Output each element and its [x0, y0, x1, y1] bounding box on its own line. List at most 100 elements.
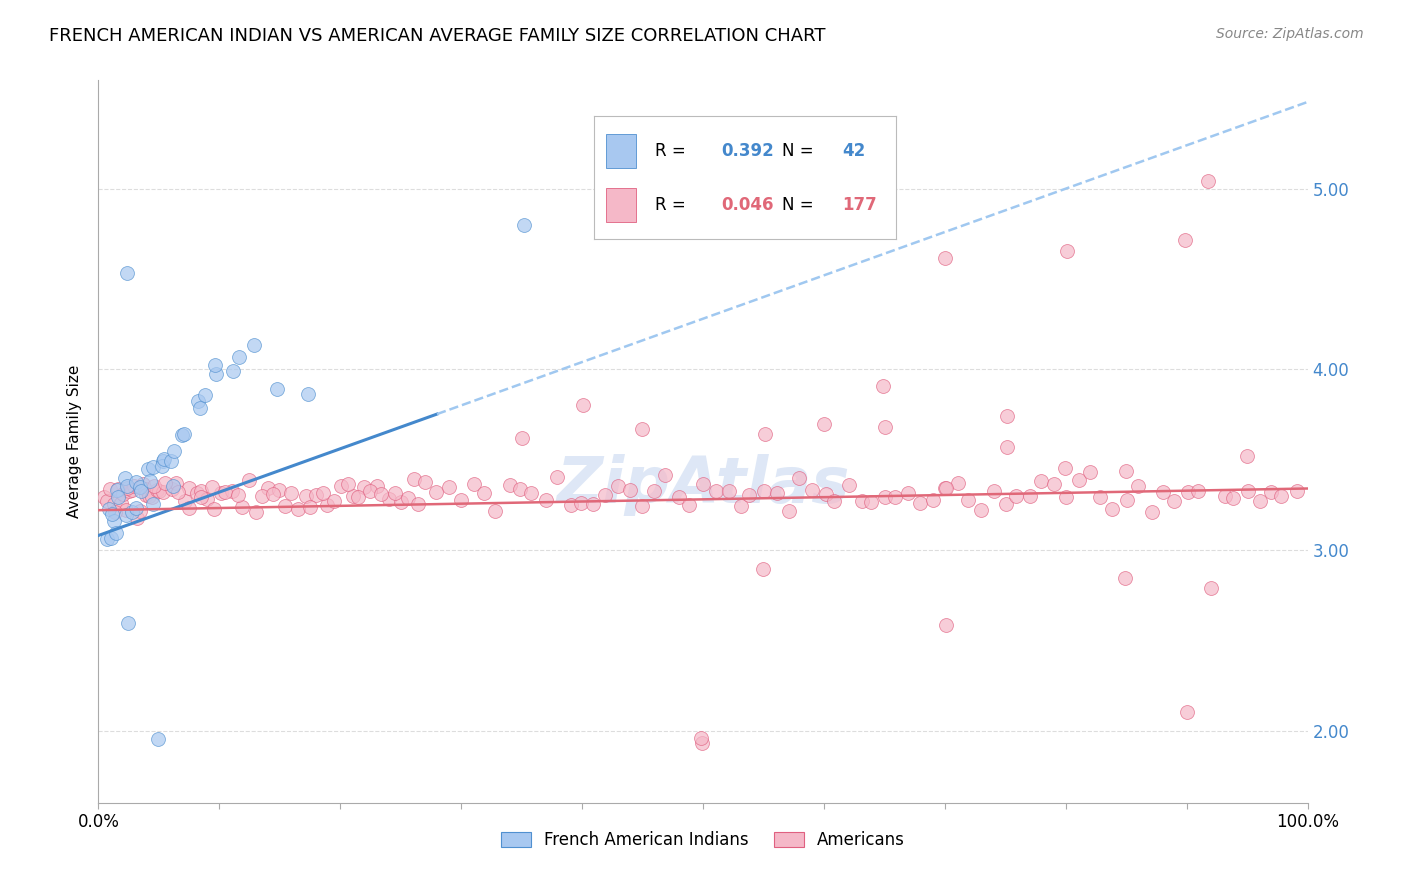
- Point: [201, 480, 224, 494]
- Point: [162, 479, 184, 493]
- Point: [813, 417, 835, 431]
- Point: [194, 388, 217, 402]
- Point: [366, 479, 388, 493]
- Point: [402, 472, 425, 486]
- Point: [121, 504, 143, 518]
- Point: [396, 491, 419, 505]
- Point: [304, 488, 326, 502]
- Point: [1078, 466, 1101, 480]
- Text: Source: ZipAtlas.com: Source: ZipAtlas.com: [1216, 27, 1364, 41]
- Point: [117, 484, 139, 499]
- Point: [141, 490, 163, 504]
- Point: [148, 731, 170, 746]
- Point: [872, 379, 894, 393]
- Point: [1029, 474, 1052, 488]
- Point: [103, 514, 125, 528]
- Point: [222, 364, 245, 378]
- Point: [347, 490, 370, 504]
- Point: [1215, 489, 1237, 503]
- Point: [129, 504, 152, 518]
- Point: [630, 499, 652, 513]
- Point: [1199, 581, 1222, 595]
- Point: [934, 481, 956, 495]
- Point: [316, 499, 339, 513]
- Point: [155, 475, 177, 490]
- Point: [730, 499, 752, 513]
- Point: [146, 483, 169, 498]
- Point: [266, 382, 288, 396]
- Point: [983, 484, 1005, 499]
- Point: [96, 493, 118, 508]
- Point: [115, 481, 138, 495]
- Point: [190, 490, 212, 504]
- Point: [129, 480, 152, 494]
- Point: [297, 387, 319, 401]
- Point: [134, 482, 156, 496]
- Point: [1069, 473, 1091, 487]
- Point: [1237, 484, 1260, 499]
- Point: [101, 507, 124, 521]
- Point: [173, 427, 195, 442]
- Point: [571, 496, 593, 510]
- Point: [450, 493, 472, 508]
- Point: [100, 531, 122, 545]
- Point: [105, 483, 128, 497]
- Point: [142, 497, 165, 511]
- Point: [188, 401, 211, 415]
- Point: [238, 473, 260, 487]
- Point: [717, 483, 740, 498]
- Point: [125, 475, 148, 490]
- Point: [274, 499, 297, 513]
- Point: [484, 504, 506, 518]
- Point: [860, 495, 883, 509]
- Point: [378, 491, 401, 506]
- Point: [110, 496, 132, 510]
- Point: [787, 471, 810, 485]
- Point: [138, 475, 160, 489]
- Point: [153, 452, 176, 467]
- Point: [256, 481, 278, 495]
- Point: [1056, 244, 1078, 259]
- Point: [413, 475, 436, 490]
- Point: [115, 479, 138, 493]
- Point: [142, 459, 165, 474]
- Point: [815, 487, 838, 501]
- Point: [252, 489, 274, 503]
- Point: [195, 491, 218, 506]
- Point: [142, 479, 165, 493]
- Point: [1004, 489, 1026, 503]
- Point: [1260, 484, 1282, 499]
- Point: [389, 495, 412, 509]
- Point: [752, 562, 775, 576]
- Point: [221, 483, 243, 498]
- Point: [1101, 501, 1123, 516]
- Point: [1140, 505, 1163, 519]
- Point: [243, 337, 266, 351]
- Point: [107, 482, 129, 496]
- Point: [1019, 489, 1042, 503]
- Point: [884, 490, 907, 504]
- Point: [337, 476, 360, 491]
- Point: [1174, 233, 1197, 247]
- Point: [160, 483, 183, 497]
- Point: [280, 485, 302, 500]
- Point: [509, 482, 531, 496]
- Point: [269, 483, 291, 498]
- Point: [778, 504, 800, 518]
- Point: [112, 487, 135, 501]
- Point: [463, 477, 485, 491]
- Point: [107, 490, 129, 504]
- Point: [125, 510, 148, 524]
- Point: [406, 497, 429, 511]
- Point: [98, 482, 121, 496]
- Point: [132, 477, 155, 491]
- Point: [668, 490, 690, 504]
- Point: [190, 483, 212, 498]
- Legend: French American Indians, Americans: French American Indians, Americans: [495, 824, 911, 856]
- Point: [295, 489, 318, 503]
- Point: [1126, 479, 1149, 493]
- Point: [946, 475, 969, 490]
- Point: [1114, 571, 1136, 585]
- Point: [472, 486, 495, 500]
- Point: [873, 419, 896, 434]
